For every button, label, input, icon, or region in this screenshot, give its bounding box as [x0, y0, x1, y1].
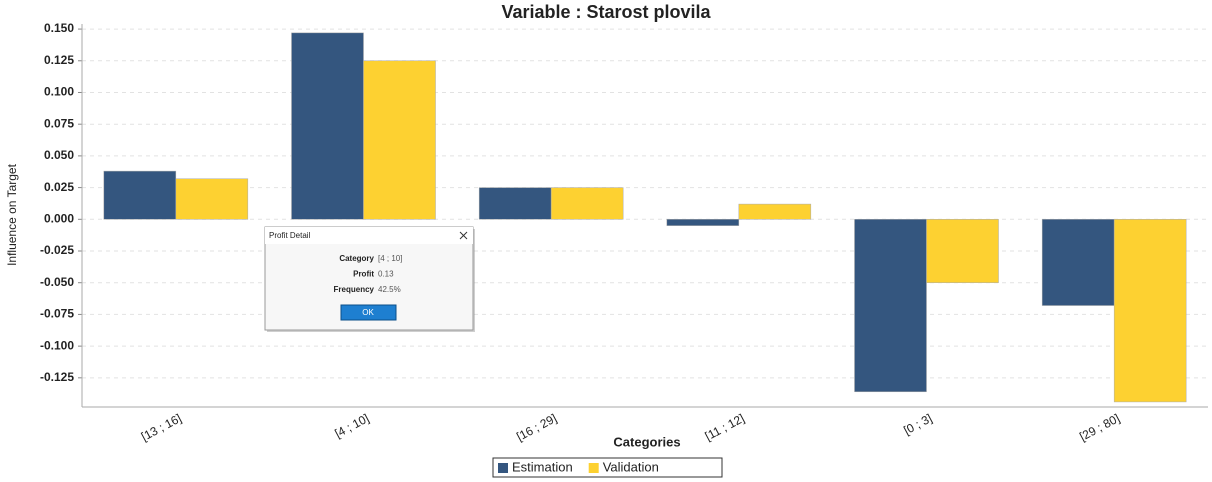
dialog: Profit Detail Category [4 ; 10] Profit 0.13…: [264, 226, 475, 332]
bar: [666, 219, 740, 226]
dialog-row-label: Profit: [353, 270, 374, 279]
y-tick-label: -0.125: [40, 370, 74, 384]
bar: [1041, 219, 1115, 306]
y-tick-label: 0.025: [44, 180, 74, 194]
y-tick-label: 0.000: [44, 211, 74, 225]
chart-title: Variable : Starost plovila: [501, 2, 711, 22]
y-tick-label: -0.050: [40, 275, 74, 289]
bar: [291, 32, 364, 220]
bar: [550, 187, 624, 220]
y-tick-label: 0.075: [44, 116, 74, 130]
legend: [492, 457, 723, 478]
x-axis-title: Categories: [613, 434, 680, 449]
x-tick-label: [16 ; 29]: [514, 411, 559, 444]
y-tick-label: -0.075: [40, 307, 74, 321]
dialog-close[interactable]: [459, 231, 468, 240]
bar: [175, 178, 249, 220]
bar: [103, 170, 177, 220]
y-tick-label: 0.100: [44, 85, 74, 99]
y-tick-label: 0.150: [44, 21, 74, 35]
bar: [478, 187, 552, 220]
legend-label: Estimation: [512, 459, 573, 474]
dialog-title: Profit Detail: [269, 231, 311, 240]
dialog-titlebar: [265, 227, 473, 244]
dialog-row-value: [4 ; 10]: [378, 254, 402, 263]
x-tick-label: [0 ; 3]: [901, 411, 934, 437]
y-tick-label: -0.025: [40, 243, 74, 257]
x-tick-label: [11 ; 12]: [703, 411, 747, 443]
x-tick-label: [13 ; 16]: [139, 411, 184, 444]
bar: [363, 60, 436, 220]
y-axis-title: Influence on Target: [5, 163, 19, 266]
dialog-row-value: 42.5%: [378, 285, 401, 294]
x-tick-label: [4 ; 10]: [332, 411, 371, 441]
x-tick-label: [29 ; 80]: [1077, 411, 1122, 444]
y-tick-label: 0.050: [44, 148, 74, 162]
y-tick-label: 0.125: [44, 53, 74, 67]
bar: [854, 219, 927, 393]
close-icon: [459, 231, 468, 240]
legend-swatch: [498, 463, 508, 473]
dialog-row-value: 0.13: [378, 270, 394, 279]
dialog-row-label: Category: [339, 254, 374, 263]
ok-label: OK: [362, 308, 374, 317]
legend-label: Validation: [603, 459, 659, 474]
bar: [926, 219, 999, 283]
y-tick-label: -0.100: [40, 338, 74, 352]
dialog-row-label: Frequency: [334, 285, 375, 294]
bar: [1113, 219, 1187, 403]
ok-button[interactable]: [340, 304, 397, 321]
bar: [738, 203, 812, 220]
legend-swatch: [588, 463, 599, 473]
plot: -0.125 -0.100 -0.075 -0.050 -0.025 0.000 0.025…: [40, 21, 1208, 444]
